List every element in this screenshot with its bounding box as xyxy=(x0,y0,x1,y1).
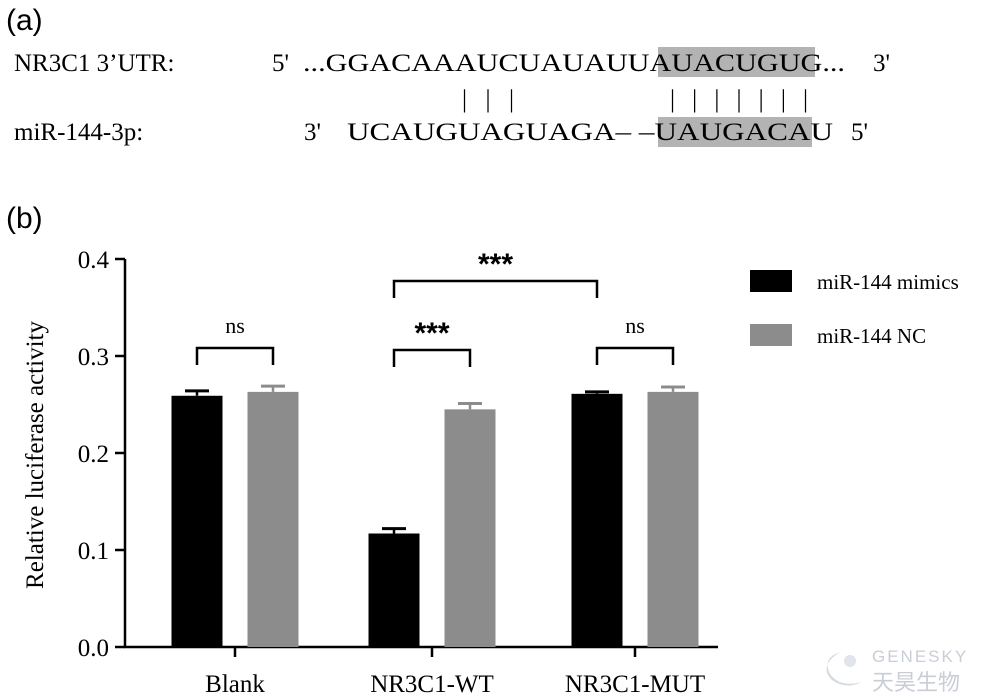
legend-label: miR-144 NC xyxy=(817,324,926,348)
significance-label: ns xyxy=(225,313,245,338)
y-tick-label: 0.1 xyxy=(78,538,109,565)
pairing-marks-seed: | | | | | | | xyxy=(670,86,808,113)
x-tick-label: NR3C1-MUT xyxy=(565,671,705,698)
watermark-chinese: 天昊生物 xyxy=(872,671,960,696)
utr-seq-seed: AUACUGU xyxy=(650,50,801,77)
mirna-name: miR-144-3p: xyxy=(14,119,143,146)
utr-seq-tail: G... xyxy=(801,50,845,77)
bar-1-1 xyxy=(444,409,496,647)
bar-0-2 xyxy=(571,393,623,647)
x-tick-label: Blank xyxy=(205,671,265,698)
bar-chart: 0.0 0.1 0.2 0.3 0.4 Blank NR3C1-WT NR3C1-MUT ns *… xyxy=(78,247,718,698)
bar-0-0 xyxy=(171,395,223,647)
panel-b-label: (b) xyxy=(6,202,43,235)
significance-label: *** xyxy=(478,248,513,281)
bar-1-2 xyxy=(647,391,699,647)
legend-label: miR-144 mimics xyxy=(817,270,959,294)
significance-bracket xyxy=(195,346,275,365)
legend-swatch xyxy=(750,324,792,346)
mirna-seq-seed: UAUGACA xyxy=(655,119,811,146)
y-tick-label: 0.2 xyxy=(78,441,109,468)
significance-label: ns xyxy=(625,313,645,338)
mirna-prime-right: 5' xyxy=(851,119,868,146)
significance-bracket xyxy=(392,279,599,298)
legend: miR-144 mimics miR-144 NC xyxy=(750,270,959,348)
seed-highlight-mirna xyxy=(658,117,812,147)
bar-1-0 xyxy=(247,391,299,647)
y-tick-label: 0.4 xyxy=(78,247,110,274)
mirna-prime-left: 3' xyxy=(304,119,321,146)
mirna-seq-plain: UCAUGUAGUAGA– – xyxy=(347,119,655,146)
bar-0-1 xyxy=(368,533,420,647)
panel-a-label: (a) xyxy=(6,4,43,37)
mirna-seq-tail: U xyxy=(810,119,833,146)
mirna-sequence: UCAUGUAGUAGA– – UAUGACA U xyxy=(347,119,833,146)
genesky-watermark: GENESKY 天昊生物 xyxy=(826,647,968,696)
y-tick-label: 0.3 xyxy=(78,344,109,371)
significance-label: *** xyxy=(414,317,449,350)
utr-prime-right: 3' xyxy=(873,50,890,77)
pairing-marks-left: | | | xyxy=(462,86,514,113)
utr-sequence: ...GGACAAAUCUAUAUU AUACUGU G... xyxy=(303,50,845,77)
genesky-logo-dot xyxy=(844,655,856,667)
genesky-logo-icon xyxy=(826,652,862,686)
y-axis-title: Relative luciferase activity xyxy=(22,321,49,589)
utr-seq-plain: ...GGACAAAUCUAUAUU xyxy=(303,50,650,77)
utr-name: NR3C1 3’UTR: xyxy=(14,50,174,77)
y-tick-label: 0.0 xyxy=(78,635,109,662)
utr-prime-left: 5' xyxy=(272,50,289,77)
significance-bracket xyxy=(595,346,675,365)
x-tick-label: NR3C1-WT xyxy=(370,671,494,698)
significance-bracket xyxy=(392,348,472,367)
watermark-brand: GENESKY xyxy=(872,647,968,666)
seed-highlight-utr xyxy=(658,47,815,77)
legend-swatch xyxy=(750,270,792,292)
